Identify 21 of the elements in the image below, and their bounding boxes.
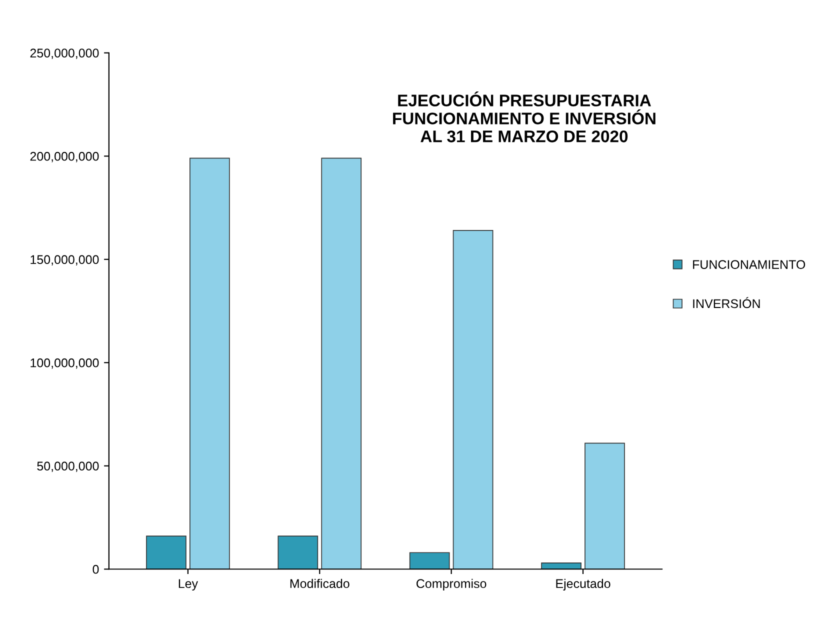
legend-label: INVERSIÓN	[693, 297, 760, 308]
y-tick-label: 150,000,000	[30, 255, 99, 266]
bar	[584, 442, 625, 570]
y-tick-label: 200,000,000	[30, 152, 99, 162]
bar	[146, 536, 186, 570]
x-tick-label: Modificado	[290, 578, 350, 588]
y-tick-label: 0	[92, 564, 99, 574]
y-tick-label: 100,000,000	[30, 358, 99, 369]
bar	[409, 552, 450, 570]
y-tick-label: 50,000,000	[37, 462, 99, 472]
text: EJECUCIÓN PRESUPUESTARIA FUNCIONAMIENTO E INVERSIÓN AL 31 DE MARZO DE 2020	[393, 91, 656, 142]
bar	[541, 562, 582, 570]
bar	[452, 230, 494, 570]
legend-label: FUNCIONAMIENTO	[693, 260, 806, 269]
x-tick-label: Ejecutado	[556, 578, 610, 591]
x-tick-label: Ley	[178, 579, 198, 591]
bar	[321, 158, 362, 570]
bar	[190, 158, 230, 570]
x-tick-label: Compromiso	[416, 578, 486, 591]
y-tick-label: 250,000,000	[30, 48, 99, 59]
bar	[278, 536, 318, 570]
